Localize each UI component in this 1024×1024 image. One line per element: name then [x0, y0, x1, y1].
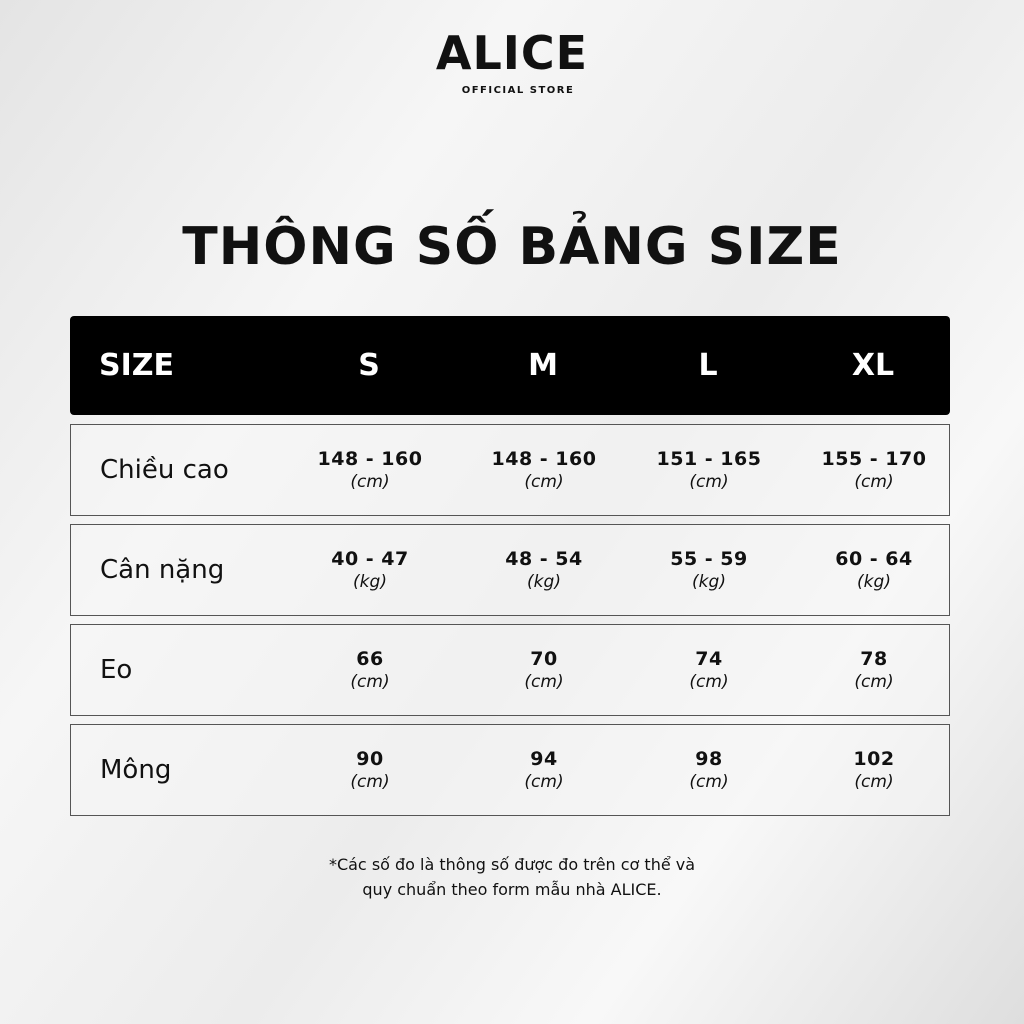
table-cell: 102 (cm): [794, 725, 954, 815]
cell-unit: (cm): [854, 471, 894, 492]
row-label: Mông: [100, 755, 172, 785]
table-cell: 148 - 160 (cm): [464, 425, 624, 515]
cell-unit: (kg): [353, 571, 387, 592]
table-cell: 70 (cm): [464, 625, 624, 715]
table-row: Cân nặng 40 - 47 (kg) 48 - 54 (kg) 55 - 59 (kg…: [70, 524, 950, 616]
table-row: Chiều cao 148 - 160 (cm) 148 - 160 (cm) 151 -…: [70, 424, 950, 516]
table-cell: 78 (cm): [794, 625, 954, 715]
header-l: L: [698, 348, 718, 383]
cell-unit: (cm): [689, 671, 729, 692]
header-m: M: [528, 348, 558, 383]
cell-unit: (cm): [524, 671, 564, 692]
cell-unit: (cm): [689, 771, 729, 792]
table-row: Eo 66 (cm) 70 (cm) 74 (cm) 78 (cm): [70, 624, 950, 716]
cell-value: 155 - 170: [821, 447, 927, 470]
table-cell: 151 - 165 (cm): [629, 425, 789, 515]
table-cell: 40 - 47 (kg): [290, 525, 450, 615]
cell-value: 55 - 59: [670, 547, 748, 570]
cell-unit: (cm): [350, 771, 390, 792]
cell-value: 102: [853, 747, 895, 770]
footnote-line-1: *Các số đo là thông số được đo trên cơ t…: [328, 855, 696, 874]
cell-unit: (kg): [857, 571, 891, 592]
table-cell: 94 (cm): [464, 725, 624, 815]
cell-unit: (cm): [689, 471, 729, 492]
cell-unit: (cm): [524, 771, 564, 792]
table-cell: 148 - 160 (cm): [290, 425, 450, 515]
cell-value: 70: [530, 647, 558, 670]
logo: ALICE OFFICIAL STORE: [0, 26, 1024, 98]
row-label: Cân nặng: [100, 555, 225, 585]
table-header: SIZE S M L XL: [70, 316, 950, 415]
cell-unit: (cm): [854, 671, 894, 692]
cell-value: 74: [695, 647, 723, 670]
row-label: Eo: [100, 655, 133, 685]
row-label: Chiều cao: [100, 455, 229, 485]
cell-value: 94: [530, 747, 558, 770]
table-cell: 90 (cm): [290, 725, 450, 815]
footnote: *Các số đo là thông số được đo trên cơ t…: [0, 852, 1024, 902]
cell-value: 48 - 54: [505, 547, 583, 570]
cell-unit: (cm): [854, 771, 894, 792]
cell-unit: (cm): [350, 671, 390, 692]
logo-brand: ALICE: [435, 26, 589, 80]
table-cell: 74 (cm): [629, 625, 789, 715]
page-title: THÔNG SỐ BẢNG SIZE: [182, 217, 842, 277]
cell-value: 78: [860, 647, 888, 670]
cell-unit: (kg): [692, 571, 726, 592]
header-s: S: [358, 348, 380, 383]
cell-value: 148 - 160: [317, 447, 423, 470]
table-row: Mông 90 (cm) 94 (cm) 98 (cm) 102 (cm): [70, 724, 950, 816]
table-cell: 155 - 170 (cm): [794, 425, 954, 515]
cell-value: 98: [695, 747, 723, 770]
table-cell: 60 - 64 (kg): [794, 525, 954, 615]
cell-unit: (cm): [524, 471, 564, 492]
cell-value: 40 - 47: [331, 547, 409, 570]
cell-value: 151 - 165: [656, 447, 762, 470]
logo-subtitle: OFFICIAL STORE: [461, 85, 575, 96]
cell-unit: (cm): [350, 471, 390, 492]
cell-value: 60 - 64: [835, 547, 913, 570]
table-cell: 48 - 54 (kg): [464, 525, 624, 615]
cell-value: 66: [356, 647, 384, 670]
footnote-line-2: quy chuẩn theo form mẫu nhà ALICE.: [362, 880, 662, 899]
cell-value: 90: [356, 747, 384, 770]
cell-value: 148 - 160: [491, 447, 597, 470]
cell-unit: (kg): [527, 571, 561, 592]
table-cell: 55 - 59 (kg): [629, 525, 789, 615]
header-size: SIZE: [99, 348, 175, 383]
table-cell: 98 (cm): [629, 725, 789, 815]
table-cell: 66 (cm): [290, 625, 450, 715]
header-xl: XL: [851, 348, 895, 383]
